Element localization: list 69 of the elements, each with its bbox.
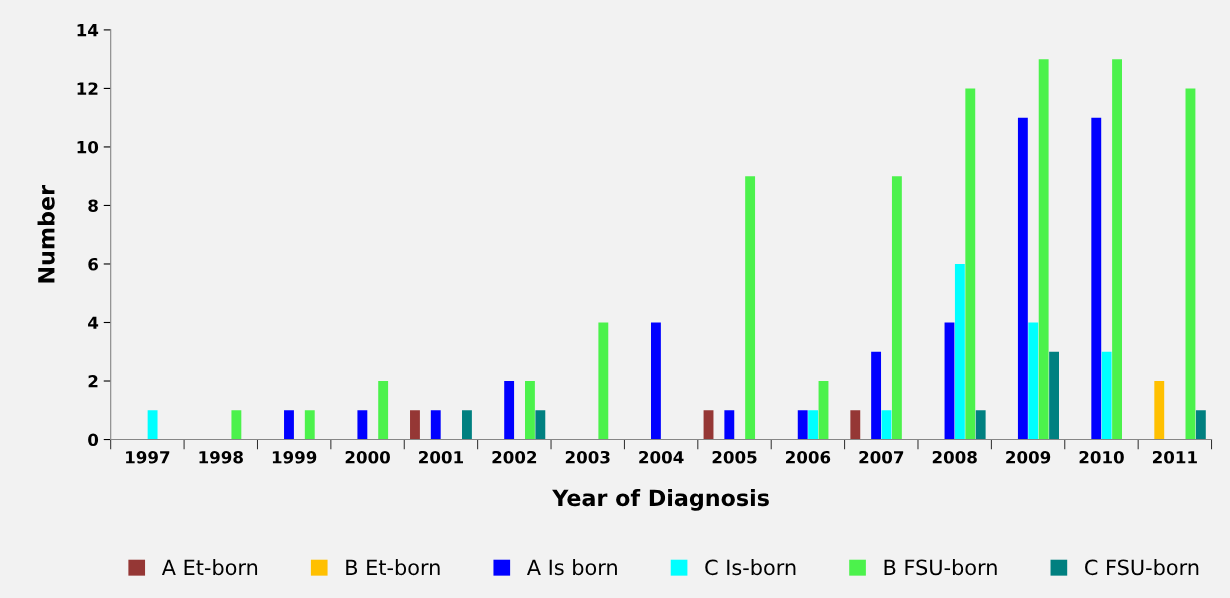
y-tick-label: 10	[77, 140, 99, 154]
legend-label: C FSU-born	[1085, 559, 1199, 576]
bar	[850, 410, 861, 440]
x-tick-label: 2001	[419, 450, 463, 464]
y-axis-title: Number	[37, 185, 55, 283]
bar	[462, 410, 472, 440]
bar	[1017, 117, 1028, 440]
y-tick-label: 0	[88, 433, 99, 447]
x-tick-label: 2011	[1152, 450, 1197, 464]
x-tick-label: 2009	[1006, 450, 1051, 464]
y-tick-label: 14	[77, 24, 99, 37]
bar	[808, 410, 819, 440]
x-tick-label: 2000	[345, 450, 390, 464]
x-axis-title: Year of Diagnosis	[552, 488, 769, 511]
bar	[535, 410, 546, 440]
bar	[598, 322, 609, 440]
bar	[944, 322, 955, 440]
y-tick-label: 8	[88, 199, 98, 213]
bar	[975, 410, 986, 440]
bar	[525, 381, 535, 440]
x-tick-label: 1997	[126, 450, 170, 464]
bar	[1049, 351, 1060, 440]
y-tick-label: 6	[88, 257, 98, 271]
bar	[1154, 381, 1165, 440]
y-tick-label: 12	[77, 82, 98, 95]
bar	[357, 410, 368, 440]
bar	[954, 263, 965, 440]
bar	[891, 176, 902, 440]
bar	[231, 410, 242, 440]
x-tick-label: 2003	[565, 450, 610, 464]
bar	[818, 381, 829, 440]
bar	[881, 410, 892, 440]
legend-label: B FSU-born	[884, 559, 997, 576]
bar	[284, 410, 294, 440]
bar	[965, 88, 976, 440]
legend-label: A Is born	[526, 559, 617, 576]
bar	[724, 410, 735, 440]
bar	[430, 410, 441, 440]
bar	[797, 410, 808, 440]
x-tick-label: 2006	[786, 450, 831, 464]
bar	[304, 410, 315, 440]
legend-label: C Is-born	[705, 559, 796, 576]
y-tick-label: 2	[88, 374, 98, 388]
x-tick-label: 2005	[712, 450, 757, 464]
y-tick-label: 4	[88, 316, 99, 329]
bar	[147, 410, 158, 440]
bar	[1028, 322, 1039, 440]
bar	[703, 410, 714, 440]
x-tick-label: 2010	[1079, 450, 1124, 464]
bar	[504, 381, 515, 440]
bar	[1185, 88, 1196, 440]
bar	[871, 351, 882, 440]
bar	[745, 176, 756, 440]
legend-label: B Et-born	[346, 559, 440, 576]
bar	[1195, 410, 1206, 440]
legend-label: A Et-born	[161, 559, 258, 576]
bar	[1038, 59, 1049, 440]
bar	[1101, 351, 1112, 440]
x-tick-label: 2007	[859, 450, 904, 464]
x-tick-label: 2008	[932, 450, 977, 464]
x-tick-label: 2002	[492, 450, 537, 464]
bar	[1091, 117, 1102, 440]
bar	[378, 381, 389, 440]
x-tick-label: 1998	[199, 450, 243, 464]
bar	[1112, 59, 1122, 440]
bar	[650, 322, 661, 440]
x-tick-label: 1999	[272, 450, 317, 464]
bar	[410, 410, 420, 440]
x-tick-label: 2004	[639, 450, 684, 464]
